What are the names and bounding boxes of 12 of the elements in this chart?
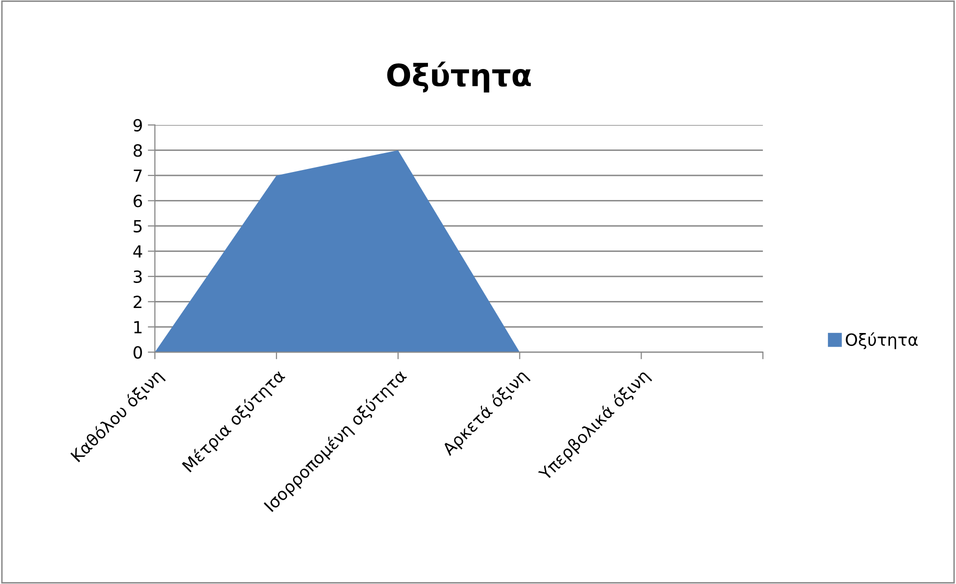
y-tick-label: 8	[134, 144, 142, 157]
y-tick-label: 0	[134, 346, 142, 359]
y-tick-label: 9	[134, 118, 142, 132]
y-tick-label: 7	[134, 170, 142, 182]
y-tick-label: 2	[134, 296, 142, 308]
y-tick-label: 6	[134, 194, 142, 208]
y-tick-label: 3	[134, 270, 142, 283]
legend-label: Οξύτητα	[846, 332, 918, 350]
y-tick-label: 4	[133, 245, 142, 258]
y-tick-label: 5	[134, 220, 142, 233]
chart-title: Οξύτητα	[387, 62, 531, 92]
y-tick-label: 1	[134, 321, 142, 334]
